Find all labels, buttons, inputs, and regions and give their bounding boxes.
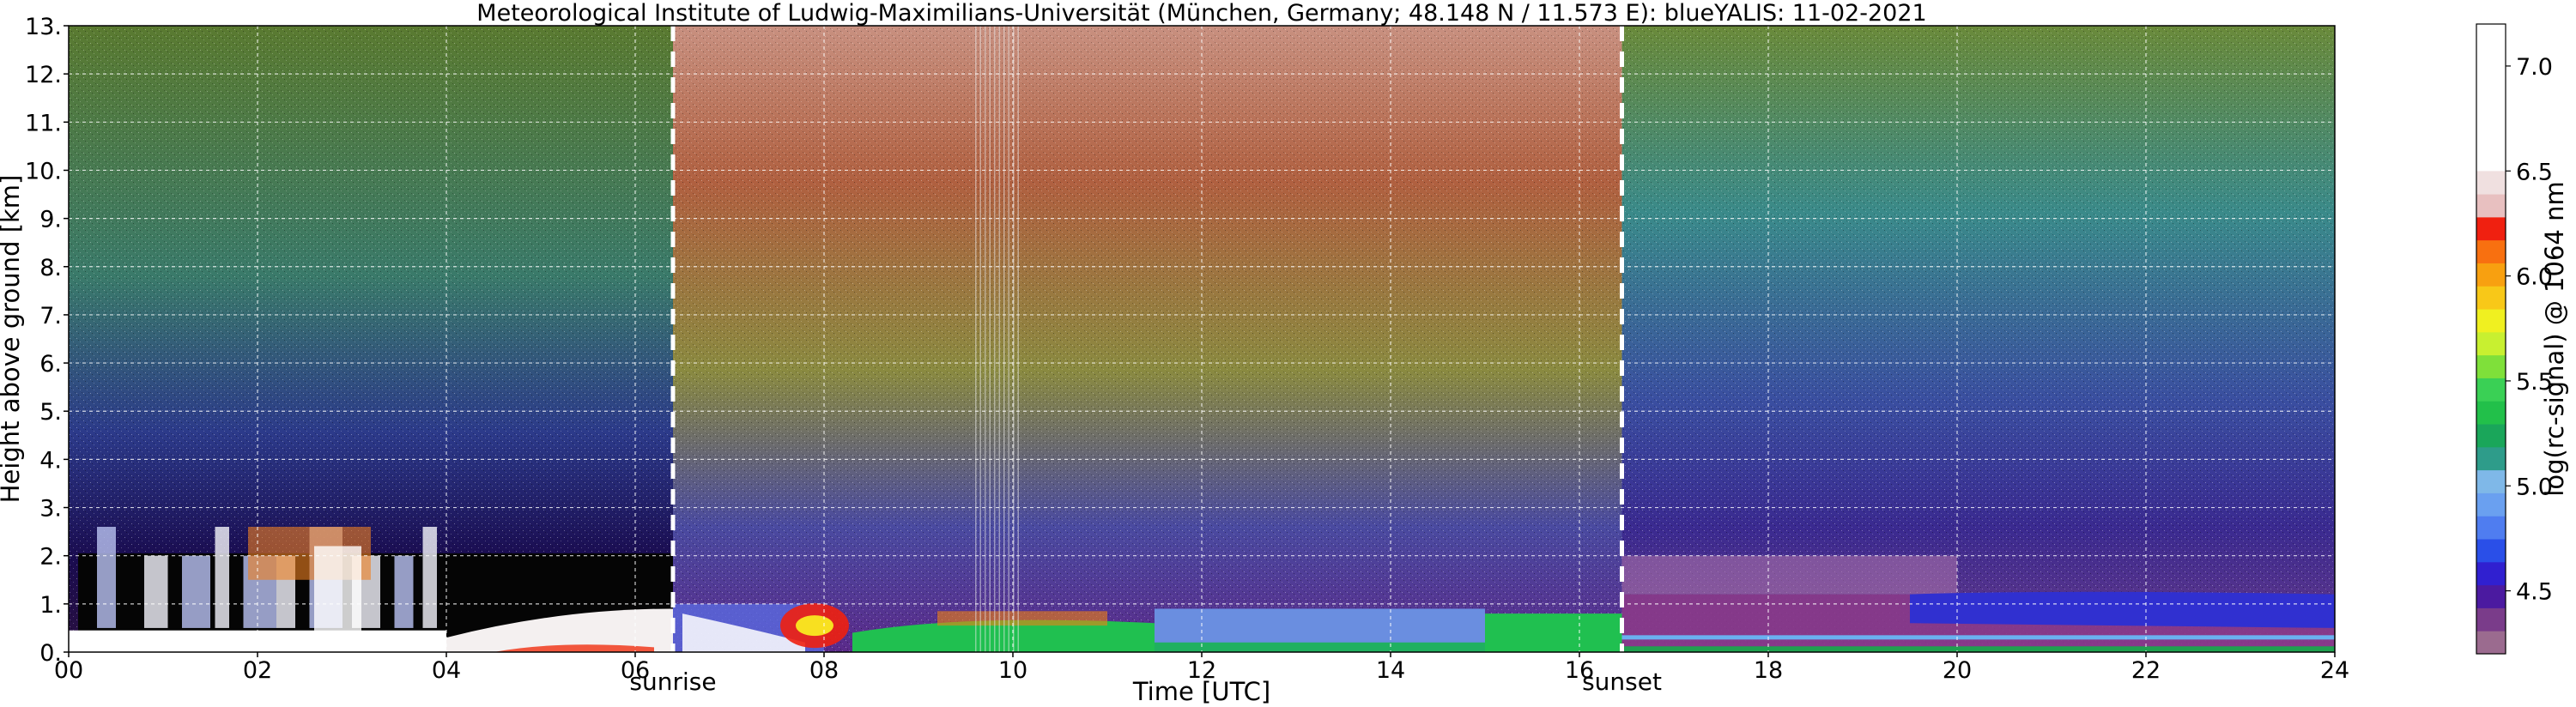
cloud-column <box>144 555 168 628</box>
nocturnal-layer <box>1621 646 2335 652</box>
cloud-column <box>985 26 986 652</box>
colorbar-band <box>2476 539 2506 563</box>
cloud-column <box>182 555 210 628</box>
colorbar-band <box>2476 584 2506 608</box>
y-tick-label: 11. <box>25 110 62 136</box>
cloud-core <box>314 546 361 638</box>
colorbar-band <box>2476 401 2506 425</box>
x-tick-label: 16 <box>1565 657 1594 684</box>
chart-title: Meteorological Institute of Ludwig-Maxim… <box>476 0 1927 27</box>
colorbar-band <box>2476 331 2506 356</box>
x-tick-label: 04 <box>432 657 461 684</box>
y-tick-label: 4. <box>39 447 62 474</box>
sun-markers <box>670 26 1624 652</box>
y-tick-label: 6. <box>39 351 62 378</box>
x-tick-label: 12 <box>1187 657 1216 684</box>
cloud-column <box>215 527 229 628</box>
x-tick-label: 24 <box>2320 657 2349 684</box>
x-tick-label: 08 <box>809 657 839 684</box>
cloud-column <box>998 26 1000 652</box>
cloud-column <box>979 26 981 652</box>
y-tick-label: 1. <box>39 592 62 619</box>
nocturnal-layer <box>1621 635 2335 640</box>
surface-layer <box>446 608 673 652</box>
x-tick-label: 10 <box>998 657 1027 684</box>
colorbar-band <box>2476 24 2506 172</box>
colorbar-band <box>2476 194 2506 218</box>
colorbar-band <box>2476 631 2506 655</box>
cloud-column <box>975 26 977 652</box>
x-tick-label: 20 <box>1943 657 1972 684</box>
colorbar-tick-label: 5.0 <box>2516 474 2553 500</box>
colorbar-tick-label: 5.5 <box>2516 369 2553 396</box>
colorbar-band <box>2476 607 2506 631</box>
y-tick-label: 5. <box>39 399 62 426</box>
colorbar-band <box>2476 263 2506 287</box>
cloud-column <box>97 527 116 628</box>
boundary-layer <box>682 613 805 652</box>
y-tick-label: 2. <box>39 544 62 571</box>
y-tick-label: 0. <box>39 640 62 667</box>
cloud-column <box>1017 26 1019 652</box>
signal-field <box>69 26 2335 652</box>
colorbar: 4.5 5.0 5.5 6.0 6.5 7.0 <box>2476 23 2553 655</box>
colorbar-frame <box>2476 23 2506 655</box>
y-tick-label: 7. <box>39 303 62 329</box>
grid <box>69 26 2335 652</box>
colorbar-band <box>2476 492 2506 517</box>
y-tick-label: 3. <box>39 496 62 523</box>
cloud-column <box>1013 26 1015 652</box>
nocturnal-layer <box>1910 591 2335 628</box>
y-tick-label: 13. <box>25 14 62 40</box>
annotations: sunrise sunset <box>629 668 1662 696</box>
y-tick-label: 10. <box>25 158 62 184</box>
cloud-column <box>994 26 996 652</box>
colorbar-tick-label: 6.5 <box>2516 159 2553 185</box>
cloud-column <box>1003 26 1005 652</box>
residual-layer <box>1621 555 1957 595</box>
colorbar-band <box>2476 171 2506 195</box>
aerosol-layer <box>796 615 833 637</box>
x-tick-label: 02 <box>243 657 272 684</box>
y-tick-label: 12. <box>25 62 62 88</box>
x-tick-label: 06 <box>621 657 650 684</box>
y-tick-label: 8. <box>39 255 62 281</box>
boundary-layer <box>1155 642 1485 652</box>
colorbar-tick-label: 6.0 <box>2516 264 2553 291</box>
x-axis: 00 02 04 06 08 10 12 14 16 18 20 22 24 <box>54 652 2349 684</box>
colorbar-band <box>2476 378 2506 402</box>
cloud-column <box>989 26 991 652</box>
colorbar-label: log(rc-signal) @ 1064 nm <box>2540 181 2569 496</box>
colorbar-band <box>2476 561 2506 586</box>
x-tick-label: 14 <box>1376 657 1405 684</box>
surface-layer <box>69 630 446 652</box>
boundary-layer <box>1485 613 1622 652</box>
x-tick-label: 18 <box>1754 657 1783 684</box>
colorbar-band <box>2476 424 2506 448</box>
sunset-label: sunset <box>1582 668 1662 696</box>
y-tick-label: 9. <box>39 207 62 233</box>
colorbar-band <box>2476 216 2506 241</box>
cloud-column <box>1008 26 1009 652</box>
x-axis-label: Time [UTC] <box>1132 677 1270 706</box>
colorbar-band <box>2476 239 2506 263</box>
boundary-layer <box>937 611 1107 626</box>
aerosol-layer <box>494 644 654 652</box>
colorbar-band <box>2476 469 2506 493</box>
cloud-column <box>394 555 414 628</box>
colorbar-band <box>2476 309 2506 333</box>
colorbar-band <box>2476 516 2506 540</box>
x-tick-label: 22 <box>2131 657 2161 684</box>
sunrise-label: sunrise <box>629 668 716 696</box>
colorbar-band <box>2476 286 2506 310</box>
cloud-column <box>422 527 437 628</box>
colorbar-band <box>2476 354 2506 378</box>
colorbar-tick-label: 7.0 <box>2516 54 2553 81</box>
colorbar-tick-label: 4.5 <box>2516 579 2553 606</box>
x-tick-label: 00 <box>54 657 83 684</box>
colorbar-band <box>2476 446 2506 471</box>
y-axis: 0. 1. 2. 3. 4. 5. 6. 7. 8. 9. 10. 11. 12. 13. <box>25 14 69 667</box>
y-axis-label: Height above ground [km] <box>0 175 25 504</box>
